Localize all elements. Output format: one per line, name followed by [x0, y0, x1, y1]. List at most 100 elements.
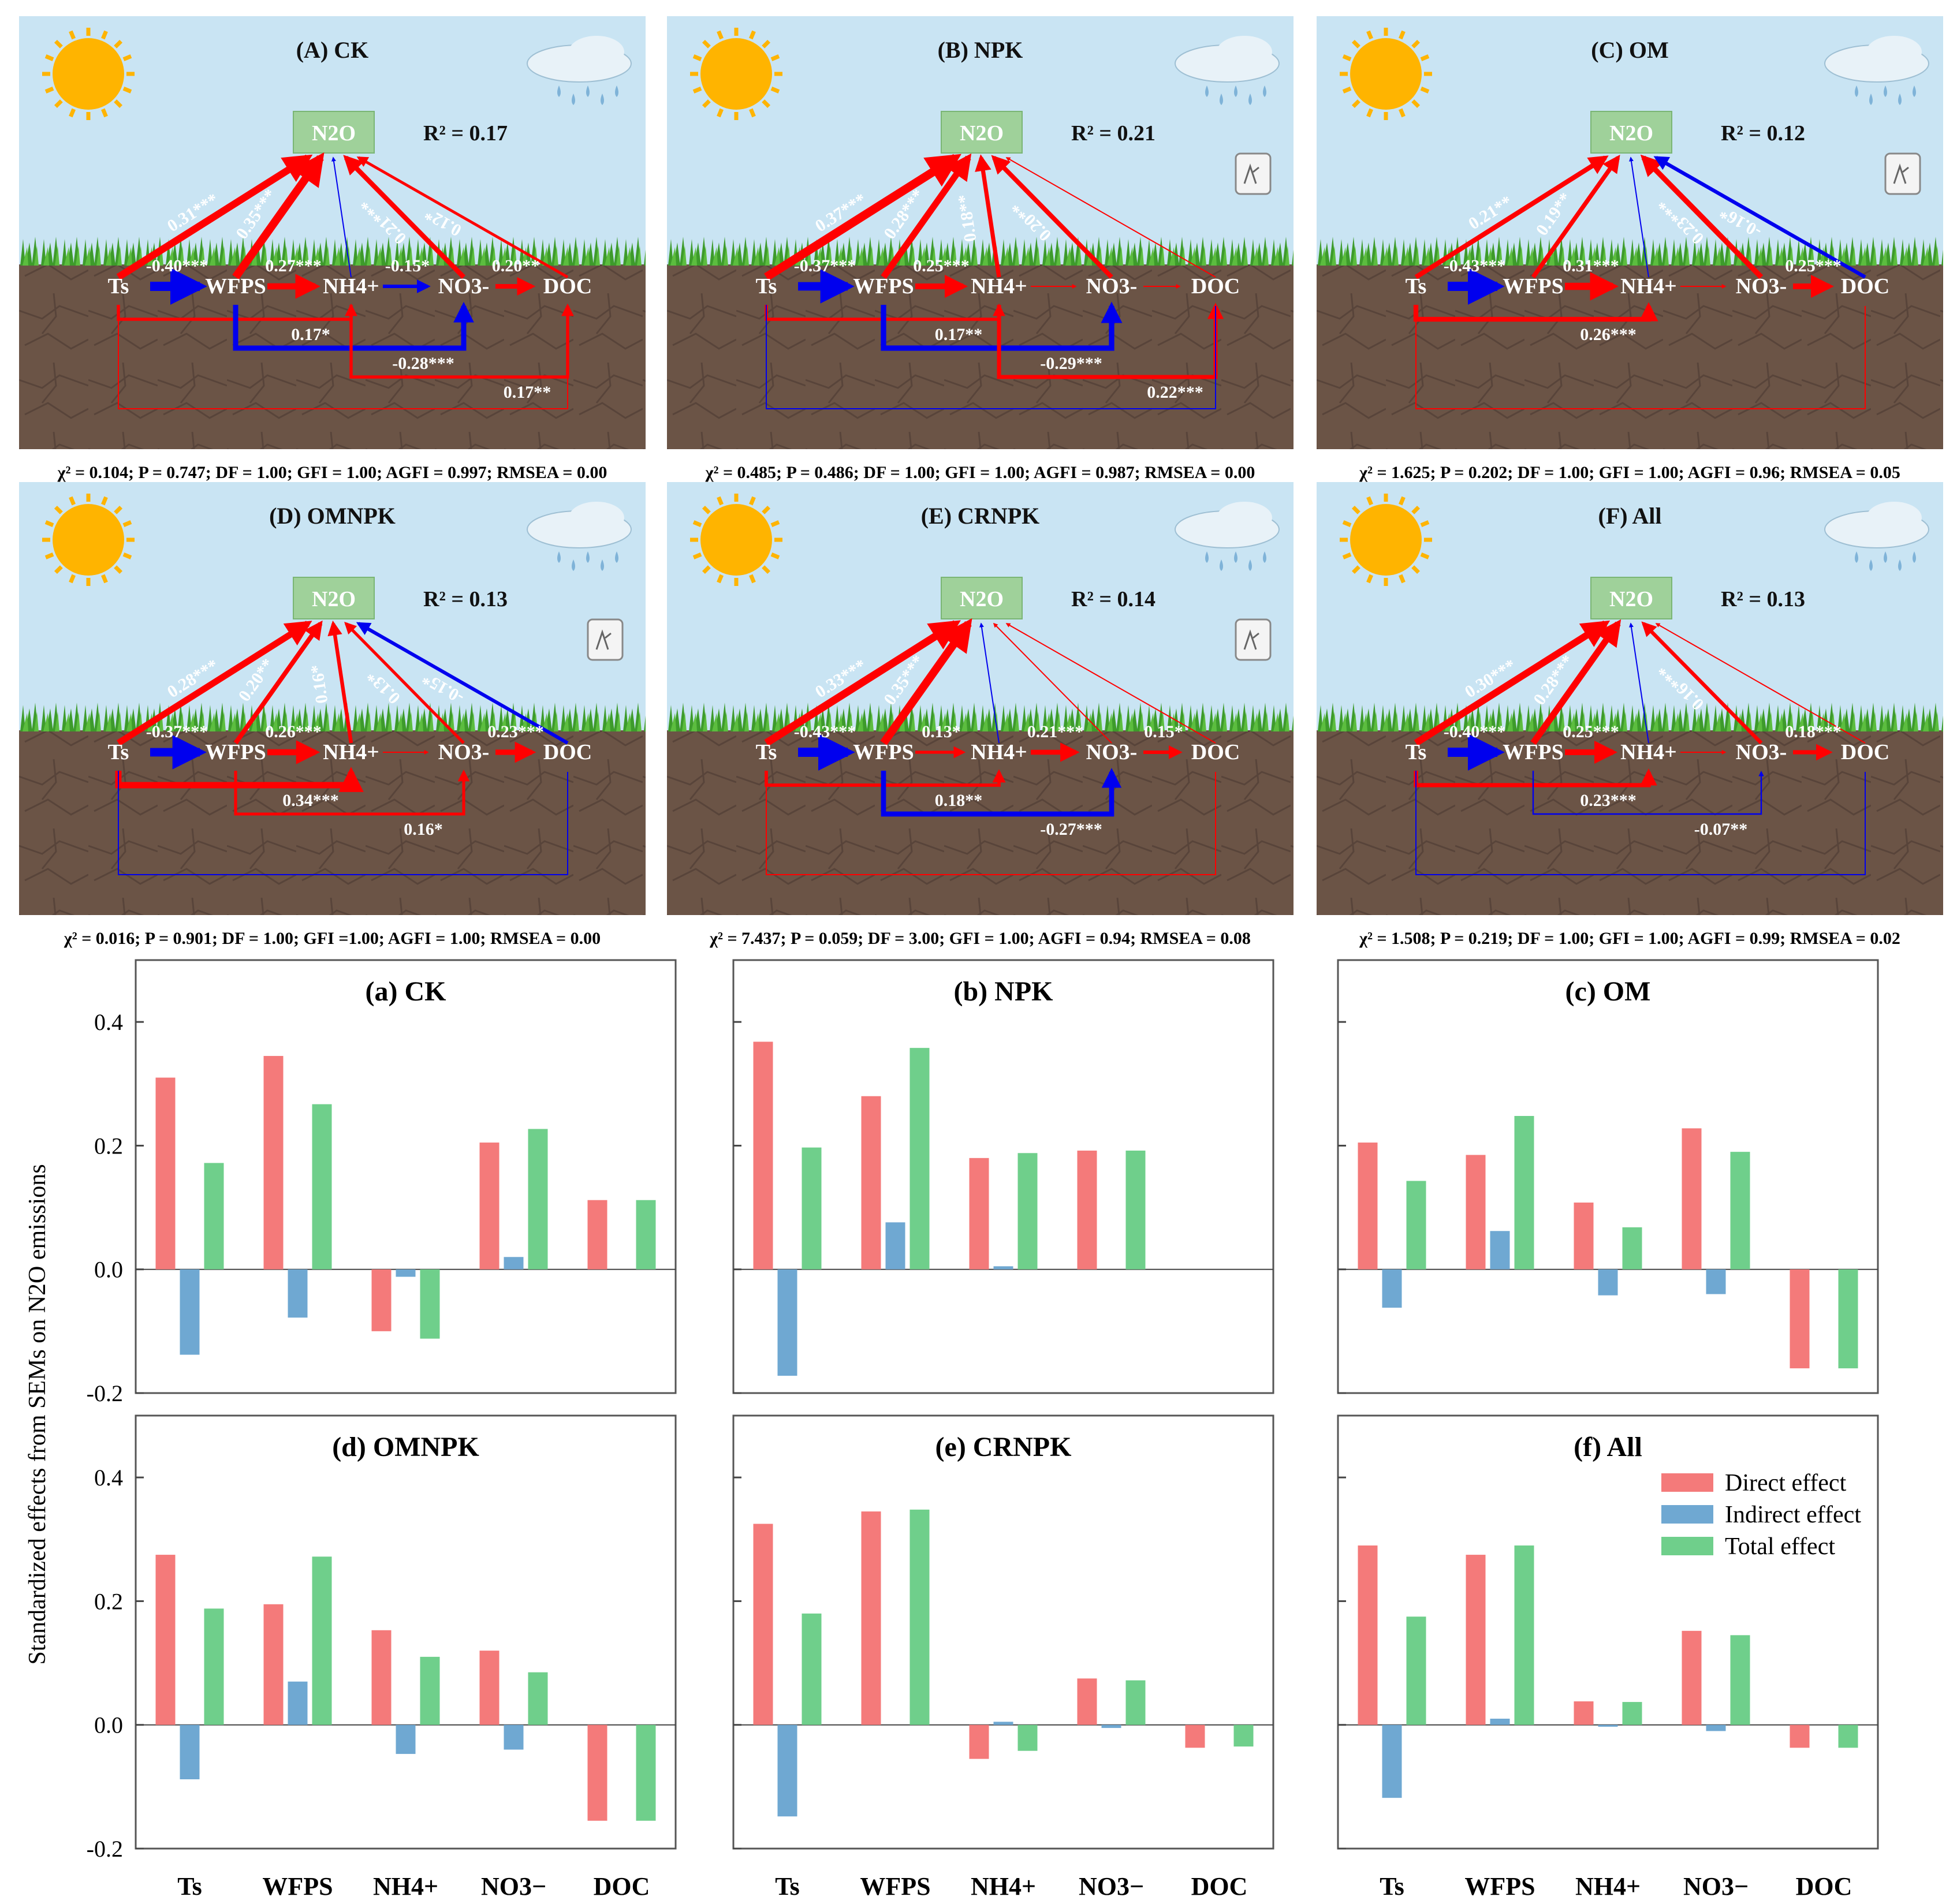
- sun-ray: [749, 574, 756, 584]
- node-4: DOC: [543, 740, 592, 764]
- node-0: Ts: [1406, 740, 1427, 764]
- sun-ray: [44, 520, 54, 527]
- x-category-label: WFPS: [262, 1872, 333, 1901]
- path-arrow-to-n2o: [1005, 157, 1216, 278]
- sun-ray: [1399, 574, 1406, 584]
- path-coefficient: -0.43***: [794, 722, 856, 741]
- bar-indirect-effect: [993, 1266, 1013, 1270]
- sun-ray: [762, 99, 771, 109]
- bar-indirect-effect: [180, 1724, 200, 1779]
- sun-icon: [1340, 28, 1432, 120]
- bar-total-effect: [1125, 1151, 1146, 1270]
- grass-strip: [19, 234, 646, 266]
- path-coefficient: -0.15*: [385, 256, 430, 275]
- path-arrow-to-n2o: [356, 156, 569, 279]
- raindrop: [1248, 559, 1252, 571]
- path-coefficient: 0.21***: [1027, 722, 1084, 741]
- y-tick-label: 0.0: [94, 1712, 123, 1738]
- bar-total-effect: [1406, 1181, 1426, 1270]
- bar-total-effect: [909, 1509, 930, 1725]
- y-tick-label: 0.4: [94, 1465, 123, 1491]
- raindrop: [1220, 94, 1223, 105]
- y-axis-label: Standardized effects from SEMs on N2O em…: [24, 1164, 51, 1664]
- n2o-label: N2O: [1609, 121, 1653, 145]
- plot-frame: [732, 959, 1274, 1394]
- y-tick-label: 0.2: [94, 1588, 123, 1614]
- bar-panel-title: (a) CK: [366, 976, 446, 1007]
- n2o-label: N2O: [960, 121, 1004, 145]
- sem-panel-title: (D) OMNPK: [269, 503, 396, 529]
- bar-indirect-effect: [396, 1724, 416, 1754]
- plant-mark: [1243, 163, 1259, 184]
- path-coefficient: 0.13*: [922, 722, 961, 741]
- cloud-puff: [1866, 502, 1922, 534]
- raindrop: [1263, 551, 1266, 563]
- bar-panel-title: (c) OM: [1565, 976, 1651, 1007]
- cloud-puff: [1217, 36, 1272, 68]
- sun-ray: [770, 54, 780, 61]
- cloud-puff: [1217, 502, 1272, 534]
- raindrop: [1898, 559, 1902, 571]
- path-coefficient: -0.28***: [392, 354, 454, 373]
- bar-panel: (a) CK -0.2 0.0 0.2 0.4: [87, 959, 677, 1406]
- path-coefficient: 0.17*: [291, 325, 330, 344]
- bar-direct-effect: [753, 1524, 773, 1725]
- bar-indirect-effect: [1598, 1724, 1618, 1727]
- bar-direct-effect: [1790, 1724, 1810, 1748]
- bar-total-effect: [528, 1129, 548, 1270]
- sun-ray: [1399, 30, 1406, 40]
- path-arrow-to-n2o: [116, 154, 313, 281]
- node-4: DOC: [1191, 274, 1240, 298]
- rain-cloud-icon: [1824, 36, 1929, 105]
- bar-indirect-effect: [885, 1222, 905, 1270]
- sun-ray: [44, 552, 54, 559]
- bar-direct-effect: [371, 1630, 392, 1725]
- bar-indirect-effect: [777, 1724, 797, 1817]
- path-arrow-lower: [234, 769, 470, 816]
- bar-direct-effect: [1358, 1143, 1378, 1270]
- bar-panel: (c) OM: [1337, 959, 1879, 1394]
- raindrop: [572, 94, 575, 105]
- sun-ray: [1351, 565, 1360, 574]
- soil-background: [1317, 264, 1943, 449]
- bar-indirect-effect: [1382, 1269, 1402, 1308]
- raindrop: [557, 85, 561, 97]
- sun-ray: [1420, 87, 1430, 94]
- bar-panel-title: (f) All: [1574, 1432, 1642, 1462]
- bar-direct-effect: [1682, 1630, 1702, 1725]
- sun-ray: [1342, 520, 1352, 527]
- model-fit-stats: χ² = 7.437; P = 0.059; DF = 3.00; GFI = …: [709, 929, 1251, 948]
- path-arrow-to-n2o: [356, 622, 569, 745]
- sun-ray: [749, 496, 756, 506]
- plot-frame: [732, 1414, 1274, 1850]
- raindrop: [1234, 551, 1237, 563]
- path-arrow-to-n2o: [1414, 620, 1611, 746]
- n2o-box: [1590, 111, 1672, 154]
- x-category-label: DOC: [1796, 1872, 1852, 1901]
- bar-direct-effect: [861, 1096, 881, 1270]
- bar-indirect-effect: [504, 1257, 524, 1270]
- plant-mark: [1893, 163, 1909, 184]
- sun-ray: [1366, 30, 1373, 40]
- sun-icon: [42, 494, 135, 586]
- sun-ray: [692, 87, 702, 94]
- n2o-label: N2O: [1609, 587, 1653, 611]
- bar-total-effect: [528, 1672, 548, 1725]
- sun-ray: [54, 99, 63, 109]
- bar-indirect-effect: [1706, 1269, 1726, 1294]
- path-coefficient: -0.40***: [1444, 722, 1506, 741]
- node-3: NO3-: [1086, 274, 1138, 298]
- node-4: DOC: [543, 274, 592, 298]
- sun-ray: [101, 108, 108, 118]
- r2-label: R² = 0.17: [423, 121, 508, 145]
- sun-ray: [702, 565, 711, 574]
- path-coefficient: -0.43***: [1444, 256, 1506, 275]
- n2o-box: [1590, 577, 1672, 619]
- bar-total-effect: [1233, 1724, 1254, 1747]
- sun-ray: [69, 30, 76, 40]
- legend-label: Direct effect: [1725, 1470, 1847, 1496]
- sun-ray: [1420, 54, 1430, 61]
- node-1: WFPS: [853, 740, 914, 764]
- sun-ray: [101, 496, 108, 506]
